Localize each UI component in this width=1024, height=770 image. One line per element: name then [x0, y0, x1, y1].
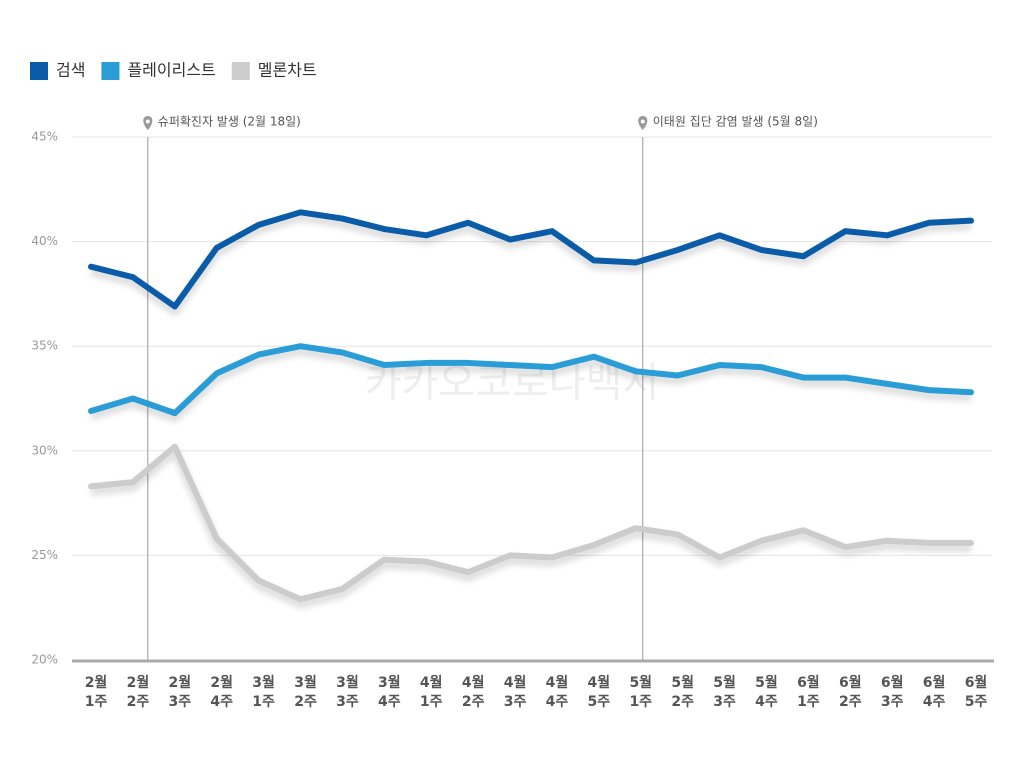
series-line [88, 443, 974, 603]
legend-swatch [231, 62, 250, 80]
legend-label: 플레이리스트 [127, 61, 215, 80]
y-tick-label: 40% [31, 234, 58, 248]
annotation-text: 슈퍼확진자 발생 (2월 18일) [158, 115, 301, 129]
legend-swatch [30, 62, 48, 80]
x-tick-label: 4월 1주 [420, 674, 443, 710]
legend-swatch [101, 62, 120, 80]
x-tick-label: 5월 3주 [713, 674, 736, 710]
x-tick-label: 2월 1주 [85, 674, 108, 710]
series-line [88, 209, 974, 310]
x-tick-label: 3월 2주 [294, 674, 317, 710]
annotation-text: 이태원 집단 감염 발생 (5월 8일) [653, 115, 818, 129]
annotation-pin-hole [145, 119, 150, 124]
x-tick-label: 4월 4주 [546, 674, 569, 710]
legend-label: 검색 [56, 61, 85, 80]
y-tick-label: 35% [31, 339, 58, 353]
y-tick-label: 25% [31, 548, 58, 562]
x-tick-label: 6월 1주 [797, 674, 820, 710]
series-line [88, 343, 974, 417]
x-tick-label: 6월 5주 [965, 674, 988, 710]
x-tick-label: 3월 3주 [336, 674, 359, 710]
x-tick-label: 2월 4주 [210, 674, 233, 710]
x-tick-label: 2월 3주 [168, 674, 191, 710]
x-tick-label: 3월 4주 [378, 674, 401, 710]
x-tick-label: 6월 4주 [923, 674, 946, 710]
x-tick-label: 4월 2주 [462, 674, 485, 710]
series-shadow [90, 447, 971, 609]
annotation-pin-hole [640, 119, 645, 124]
y-tick-label: 45% [31, 130, 58, 144]
x-tick-label: 6월 3주 [881, 674, 904, 710]
series-shadow [89, 212, 972, 316]
legend-label: 멜론차트 [258, 61, 317, 80]
x-tick-label: 5월 2주 [671, 674, 694, 710]
x-tick-label: 2월 2주 [127, 674, 150, 710]
x-tick-label: 3월 1주 [252, 674, 275, 710]
y-tick-label: 30% [31, 443, 58, 457]
x-tick-label: 6월 2주 [839, 674, 862, 710]
x-tick-label: 4월 3주 [504, 674, 527, 710]
x-tick-label: 5월 1주 [629, 674, 652, 710]
y-tick-label: 20% [31, 653, 58, 667]
series-shadow [89, 346, 972, 423]
x-tick-label: 5월 4주 [755, 674, 778, 710]
x-tick-label: 4월 5주 [588, 674, 611, 710]
